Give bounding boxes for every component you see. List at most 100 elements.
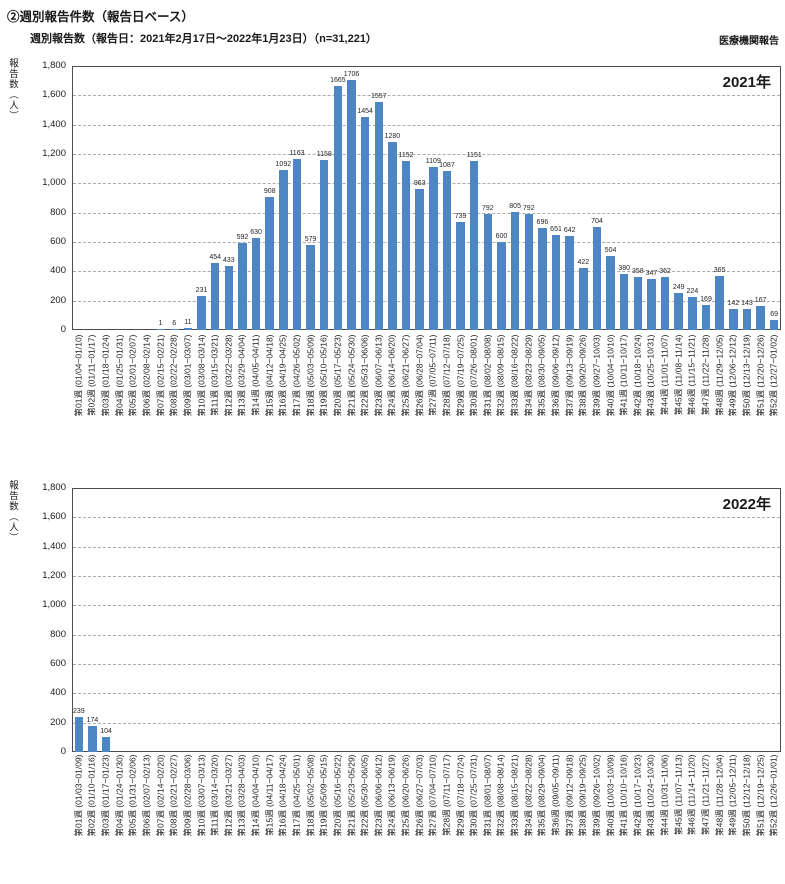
bar-value-label: 908 <box>263 188 276 195</box>
x-axis-label: 第46週 (11/14~11/20) <box>686 754 697 835</box>
bar-week-37 <box>565 236 574 330</box>
y-axis-tick: 1,400 <box>42 540 66 552</box>
bar-week-19 <box>319 160 329 330</box>
x-axis-label: 第24週 (06/13~06/19) <box>386 754 397 836</box>
bar-value-label: 792 <box>482 205 494 212</box>
bar-value-label: 579 <box>304 236 317 243</box>
x-axis-label: 第50週 (12/12~12/18) <box>741 754 752 836</box>
year-label: 2021年 <box>722 74 771 91</box>
bar-week-27 <box>429 167 438 330</box>
bar-value-label: 365 <box>713 267 726 274</box>
bar-value-label: 174 <box>86 717 99 724</box>
bar-week-43 <box>647 279 656 330</box>
bar-value-label: 963 <box>413 180 426 187</box>
bar-value-label: 805 <box>509 203 521 210</box>
bar-value-label: 249 <box>672 284 685 291</box>
bar-week-35 <box>538 228 547 330</box>
bar-week-09 <box>183 328 193 330</box>
bar-value-label: 231 <box>195 287 208 294</box>
y-axis-tick: 0 <box>60 746 66 757</box>
x-axis-label: 第15週 (04/11~04/17) <box>264 754 275 836</box>
bar-week-49 <box>729 309 738 330</box>
page-title: ②週別報告件数（報告日ベース） <box>7 10 194 24</box>
x-axis-label: 第51週 (12/19~12/25) <box>755 754 766 836</box>
bar-week-24 <box>388 142 397 330</box>
bar-week-38 <box>579 268 588 330</box>
y-axis-tick: 200 <box>50 294 66 306</box>
x-axis-label: 第12週 (03/21~03/27) <box>223 754 234 836</box>
x-axis-label: 第04週 (01/24~01/30) <box>114 754 125 836</box>
y-axis-tick: 600 <box>50 658 66 669</box>
bar-week-07 <box>156 329 165 330</box>
x-axis-label: 第37週 (09/12~09/18) <box>564 754 575 836</box>
x-axis-label: 第27週 (07/04~07/10) <box>427 754 438 836</box>
bar-value-label: 1163 <box>289 150 305 157</box>
gridline <box>73 95 780 97</box>
bar-week-48 <box>715 276 724 330</box>
y-axis-tick: 1,600 <box>42 89 66 101</box>
x-axis-label: 第41週 (10/10~10/16) <box>618 754 629 836</box>
bar-value-label: 1665 <box>330 77 346 84</box>
y-axis-tick: 800 <box>50 206 66 218</box>
bar-week-32 <box>497 242 506 330</box>
bar-value-label: 1152 <box>398 152 414 159</box>
y-axis-tick: 200 <box>50 716 66 728</box>
bar-value-label: 642 <box>563 227 576 234</box>
x-axis-label: 第36週 (09/05~09/11) <box>550 754 561 836</box>
bar-value-label: 739 <box>454 213 467 220</box>
bar-value-label: 630 <box>250 229 262 236</box>
y-axis-title: 報告数（人） <box>7 480 18 543</box>
y-axis-tick: 1,000 <box>42 599 66 611</box>
bar-value-label: 1109 <box>425 158 441 165</box>
y-axis-tick: 1,600 <box>42 511 66 523</box>
y-axis-tick: 600 <box>50 236 66 247</box>
bar-value-label: 592 <box>236 234 249 241</box>
gridline <box>73 154 780 155</box>
x-axis-label: 第16週 (04/18~04/24) <box>277 754 288 836</box>
bar-week-45 <box>674 293 683 330</box>
year-label: 2022年 <box>722 496 771 513</box>
bar-value-label: 6 <box>172 320 177 327</box>
bar-value-label: 422 <box>577 259 590 266</box>
x-axis-label: 第09週 (02/28~03/06) <box>182 754 193 836</box>
bar-week-08 <box>170 329 179 330</box>
bar-value-label: 1 <box>158 320 163 327</box>
y-axis-tick: 1,000 <box>42 177 66 189</box>
x-axis-label: 第08週 (02/21~02/27) <box>168 754 179 836</box>
bar-value-label: 1706 <box>343 71 360 78</box>
bar-week-17 <box>292 159 302 330</box>
bar-value-label: 704 <box>591 218 603 225</box>
bar-week-44 <box>660 277 670 330</box>
x-axis-label: 第43週 (10/24~10/30) <box>645 754 656 836</box>
x-axis-label: 第21週 (05/23~05/29) <box>346 754 356 836</box>
x-axis-label: 第18週 (05/02~05/08) <box>305 754 316 836</box>
x-axis-label: 第48週 (11/28~12/04) <box>714 754 725 836</box>
gridline <box>73 634 780 636</box>
report-source-note: 医療機関報告 <box>719 36 779 47</box>
x-axis-label: 第01週 (01/03~01/09) <box>73 754 84 836</box>
bar-week-01 <box>74 717 84 752</box>
x-axis-label: 第05週 (01/31~02/06) <box>127 754 138 836</box>
x-axis-label: 第22週 (05/30~06/05) <box>359 754 370 836</box>
bar-week-30 <box>469 161 479 330</box>
plot-area <box>72 488 781 752</box>
bar-week-12 <box>224 266 234 330</box>
x-axis-label: 第11週 (03/14~03/20) <box>209 754 220 836</box>
bar-value-label: 1280 <box>384 133 401 140</box>
x-axis-label: 第30週 (07/25~07/31) <box>468 754 479 836</box>
y-axis-tick: 400 <box>50 265 66 277</box>
bar-week-16 <box>279 170 288 330</box>
chart-subtitle: 週別報告数（報告日：2021年2月17日～2022年1月23日）（n=31,22… <box>30 33 377 45</box>
bar-week-46 <box>688 297 697 330</box>
bar-week-18 <box>306 245 315 330</box>
bar-week-52 <box>769 320 779 330</box>
y-axis-tick: 1,800 <box>42 482 66 493</box>
gridline <box>73 605 780 607</box>
bar-value-label: 1454 <box>357 108 373 115</box>
bar-value-label: 1151 <box>466 152 482 159</box>
bar-week-42 <box>633 277 643 330</box>
x-axis-label: 第19週 (05/09~05/15) <box>318 754 329 836</box>
x-axis-label: 第20週 (05/16~05/22) <box>332 754 343 836</box>
bar-value-label: 167 <box>754 297 767 304</box>
gridline <box>73 576 780 577</box>
